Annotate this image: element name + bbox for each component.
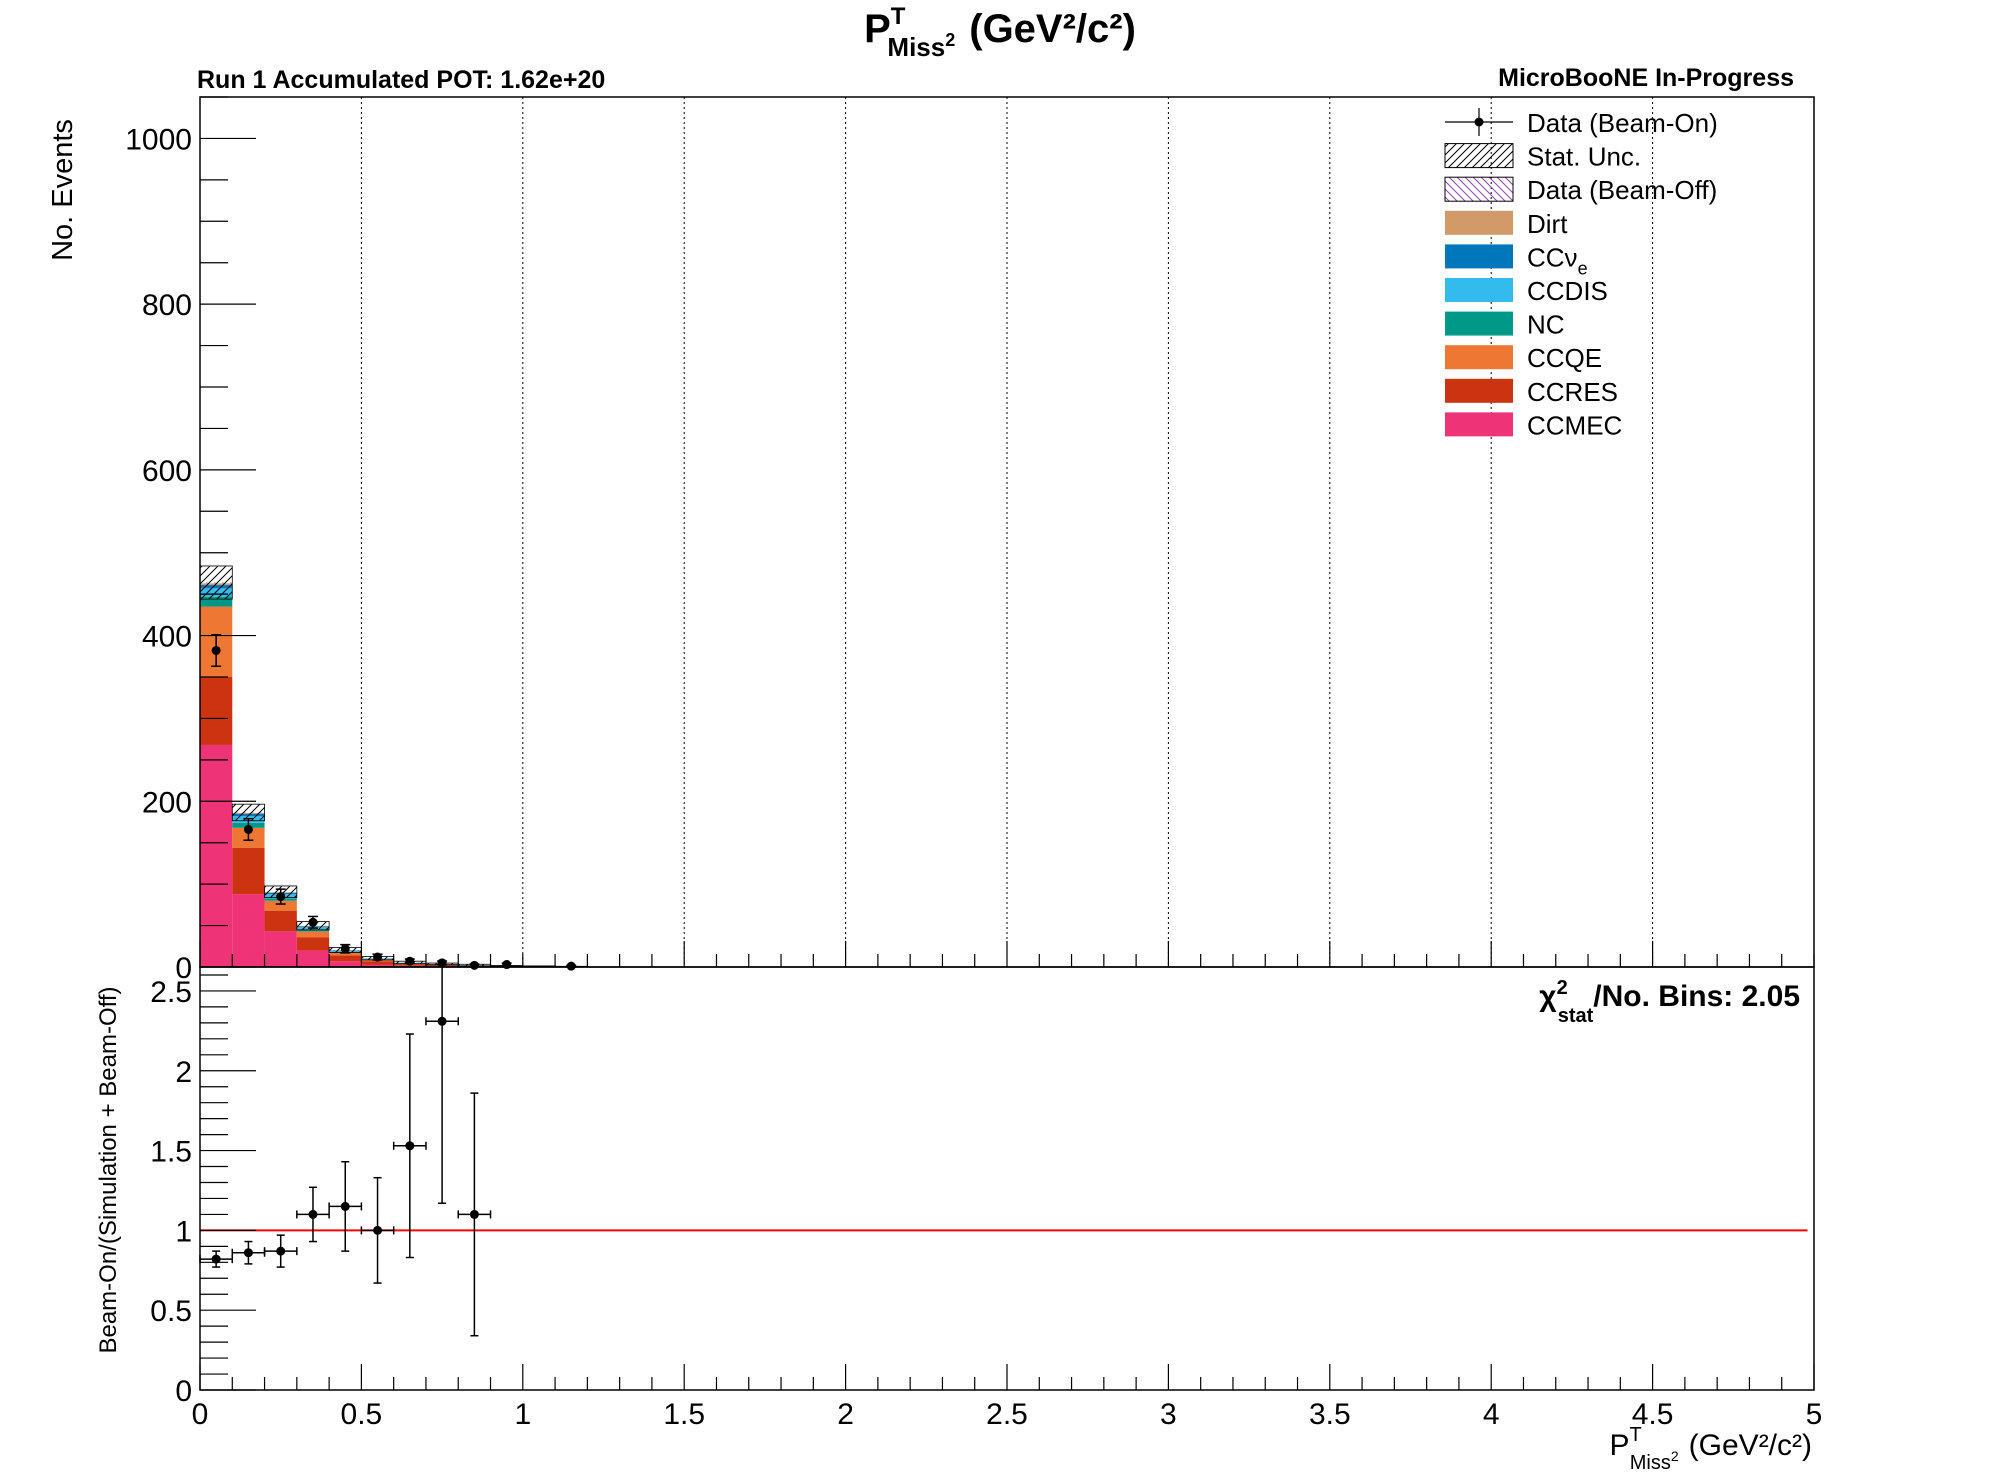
ratio-point [308, 1209, 318, 1219]
legend-marker [1474, 117, 1484, 127]
bar-ccres [200, 677, 233, 745]
legend-label: Data (Beam-On) [1527, 108, 1718, 138]
bar-ccmec [329, 961, 362, 967]
bar-ccmec [361, 964, 394, 967]
stacked-bars [200, 582, 588, 967]
chart-title: PT Miss2 (GeV²/c²) [864, 3, 1136, 62]
bar-ccmec [232, 894, 265, 967]
x-tick-label: 1 [514, 1398, 531, 1431]
data-point [566, 961, 576, 971]
ratio-point [276, 1246, 286, 1256]
x-tick-label: 3 [1160, 1398, 1177, 1431]
ratio-point [243, 1248, 253, 1258]
ratio-y-tick-label: 2.5 [150, 976, 192, 1009]
data-point [437, 958, 447, 968]
ratio-point [437, 1016, 447, 1026]
ratio-y-tick-label: 1.5 [150, 1136, 192, 1169]
legend-label: CCDIS [1527, 276, 1608, 306]
ratio-point [469, 1209, 479, 1219]
x-tick-label: 3.5 [1309, 1398, 1351, 1431]
bottom-axes: 0 0.5 1 1.5 2 2.5 0 0.5 1 1.5 2 2.5 3 3.5 4 4.5 5 [150, 966, 1823, 1431]
top-axes: 0 200 400 600 800 1000 [125, 96, 1815, 985]
y-tick-label: 400 [142, 621, 192, 654]
legend-label: NC [1527, 310, 1565, 340]
y-tick-label: 600 [142, 455, 192, 488]
data-point [405, 956, 415, 966]
y-tick-label: 800 [142, 289, 192, 322]
data-point [340, 944, 350, 954]
beam-on-points [211, 633, 577, 971]
legend-label: CCMEC [1527, 410, 1622, 440]
legend-label: Data (Beam-Off) [1527, 175, 1717, 205]
legend-swatch [1445, 278, 1513, 302]
bar-ccqe [296, 931, 330, 938]
pot-label: Run 1 Accumulated POT: 1.62e+20 [197, 66, 605, 94]
bar-ccres [296, 937, 330, 951]
ratio-y-tick-label: 2 [175, 1056, 192, 1089]
legend-swatch [1445, 244, 1513, 269]
ratio-point [405, 1141, 415, 1151]
bar-ccmec [264, 931, 297, 967]
top-grid [360, 97, 1654, 967]
data-point [373, 952, 383, 962]
legend-label: Stat. Unc. [1527, 142, 1641, 172]
chi-square-annotation: χ2 stat/No. Bins: 2.05 [1539, 977, 1800, 1027]
bar-ccmec [296, 950, 330, 967]
experiment-label: MicroBooNE In-Progress [1498, 64, 1794, 92]
ratio-point [373, 1225, 383, 1235]
legend: Data (Beam-On) Stat. Unc.Data (Beam-Off) D… [1444, 108, 1718, 440]
data-point [276, 892, 286, 902]
top-y-axis-label: No. Events [47, 119, 79, 261]
data-point [211, 645, 221, 655]
ratio-point [340, 1201, 350, 1211]
legend-swatch [1445, 210, 1513, 235]
ratio-y-tick-label: 0 [175, 1375, 192, 1408]
ratio-y-tick-label: 1 [175, 1215, 192, 1248]
x-tick-label: 2 [837, 1398, 854, 1431]
legend-swatch [1444, 143, 1514, 169]
x-tick-label: 4.5 [1632, 1398, 1674, 1431]
x-tick-label: 0.5 [341, 1398, 383, 1431]
legend-label: CCνe [1527, 242, 1588, 278]
bar-nc [296, 929, 330, 932]
data-point [469, 960, 479, 970]
y-tick-label: 0 [175, 952, 192, 985]
bar-nc [200, 596, 233, 607]
x-tick-label: 0 [192, 1398, 209, 1431]
x-tick-label: 4 [1483, 1398, 1500, 1431]
bar-ccqe [264, 900, 297, 911]
y-tick-label: 200 [142, 786, 192, 819]
legend-swatch [1444, 176, 1514, 202]
ratio-points [199, 967, 492, 1337]
bar-ccmec [200, 744, 233, 967]
bottom-y-axis-label: Beam-On/(Simulation + Beam-Off) [95, 986, 122, 1353]
legend-swatch [1445, 412, 1513, 437]
legend-label: CCQE [1527, 343, 1602, 373]
ratio-point [211, 1254, 221, 1264]
bar-ccres [361, 961, 394, 965]
x-tick-label: 5 [1806, 1398, 1823, 1431]
legend-label: CCRES [1527, 377, 1618, 407]
data-point [243, 824, 253, 834]
bar-ccres [232, 847, 265, 895]
data-point [308, 917, 318, 927]
x-axis-label: PT Miss2 (GeV²/c²) [1610, 1424, 1812, 1472]
x-tick-label: 1.5 [663, 1398, 705, 1431]
legend-swatch [1445, 311, 1513, 336]
legend-label: Dirt [1527, 209, 1568, 239]
x-tick-label: 2.5 [986, 1398, 1028, 1431]
y-tick-label: 1000 [125, 123, 192, 156]
bar-ccqe [329, 952, 362, 956]
legend-swatch [1445, 345, 1513, 370]
ratio-y-tick-label: 0.5 [150, 1295, 192, 1328]
bar-ccres [264, 910, 297, 932]
legend-swatch [1445, 378, 1513, 403]
bar-ccres [329, 955, 362, 962]
